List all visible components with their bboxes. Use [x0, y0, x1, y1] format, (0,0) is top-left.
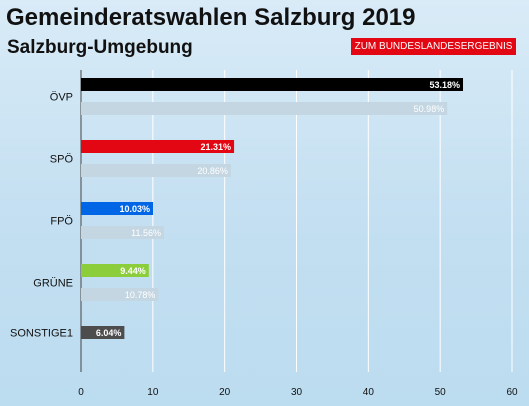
bar-current — [81, 140, 235, 153]
bar-current — [81, 78, 464, 91]
bar-previous-label: 11.56% — [131, 228, 161, 238]
bar-value-label: 9.44% — [120, 266, 146, 276]
category-label: SONSTIGE1 — [10, 328, 73, 340]
bar-value-label: 10.03% — [120, 204, 151, 214]
bar-previous-label: 50.98% — [414, 104, 445, 114]
category-label: FPÖ — [50, 216, 73, 228]
bar-value-label: 6.04% — [96, 328, 122, 338]
bar-current — [81, 202, 154, 215]
bar-previous-label: 20.86% — [197, 166, 228, 176]
category-label: SPÖ — [50, 154, 74, 166]
page-subtitle: Salzburg-Umgebung — [7, 37, 193, 58]
bar-previous — [81, 226, 165, 239]
x-tick-label: 30 — [291, 387, 303, 398]
state-result-button[interactable]: ZUM BUNDESLANDESERGEBNIS — [351, 38, 516, 55]
bar-previous — [81, 288, 159, 301]
bar-previous — [81, 164, 231, 177]
bar-value-label: 53.18% — [429, 80, 460, 90]
bar-current — [81, 264, 149, 277]
x-tick-label: 60 — [506, 387, 518, 398]
x-tick-label: 40 — [363, 387, 375, 398]
category-label: GRÜNE — [33, 278, 73, 290]
bar-value-label: 21.31% — [201, 142, 232, 152]
x-tick-label: 20 — [219, 387, 231, 398]
bar-previous — [81, 102, 448, 115]
bar-previous-label: 10.78% — [125, 290, 156, 300]
bar-current — [81, 326, 125, 339]
page-title: Gemeinderatswahlen Salzburg 2019 — [6, 4, 416, 31]
x-tick-label: 10 — [147, 387, 159, 398]
category-label: ÖVP — [50, 92, 73, 104]
x-tick-label: 0 — [78, 387, 84, 398]
x-tick-label: 50 — [435, 387, 447, 398]
